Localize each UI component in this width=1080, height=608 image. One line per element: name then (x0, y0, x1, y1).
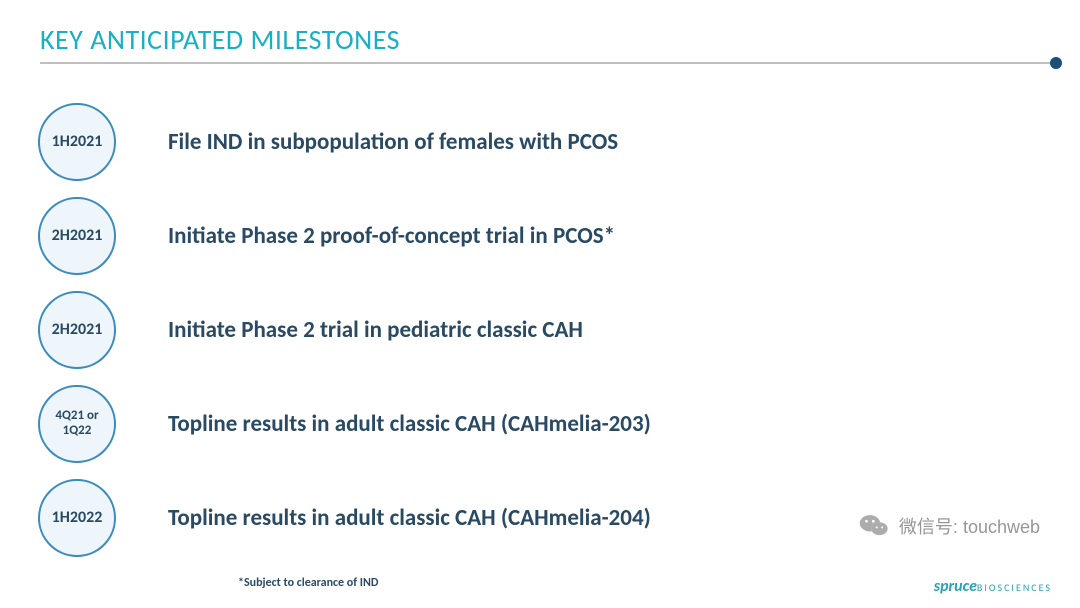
header-rule-dot (1050, 57, 1062, 69)
slide: KEY ANTICIPATED MILESTONES 1H2021 File I… (0, 0, 1080, 608)
wechat-icon (857, 509, 891, 543)
brand-logo: spruceBIOSCIENCES (934, 577, 1052, 596)
milestone-description: Topline results in adult classic CAH (CA… (168, 410, 651, 438)
milestone-description: Topline results in adult classic CAH (CA… (168, 504, 651, 532)
milestone-description: Initiate Phase 2 trial in pediatric clas… (168, 316, 583, 344)
milestone-description: File IND in subpopulation of females wit… (168, 128, 618, 156)
brand-main: spruce (934, 577, 977, 596)
header-rule (40, 62, 1060, 64)
slide-title: KEY ANTICIPATED MILESTONES (40, 22, 1060, 57)
milestone-row: 2H2021 Initiate Phase 2 trial in pediatr… (38, 283, 1040, 377)
slide-header: KEY ANTICIPATED MILESTONES (40, 22, 1060, 57)
milestone-row: 2H2021 Initiate Phase 2 proof-of-concept… (38, 189, 1040, 283)
milestone-time-bubble: 2H2021 (38, 291, 116, 369)
wechat-label: 微信号: touchweb (899, 513, 1040, 539)
footnote: *Subject to clearance of IND (238, 576, 378, 590)
wechat-watermark: 微信号: touchweb (857, 509, 1040, 543)
milestones-list: 1H2021 File IND in subpopulation of fema… (38, 95, 1040, 565)
brand-sub: BIOSCIENCES (977, 581, 1052, 594)
milestone-time-bubble: 1H2022 (38, 479, 116, 557)
milestone-time-bubble: 1H2021 (38, 103, 116, 181)
milestone-row: 1H2021 File IND in subpopulation of fema… (38, 95, 1040, 189)
milestone-description: Initiate Phase 2 proof-of-concept trial … (168, 222, 615, 250)
milestone-time-bubble: 4Q21 or 1Q22 (38, 385, 116, 463)
milestone-time-bubble: 2H2021 (38, 197, 116, 275)
milestone-row: 4Q21 or 1Q22 Topline results in adult cl… (38, 377, 1040, 471)
